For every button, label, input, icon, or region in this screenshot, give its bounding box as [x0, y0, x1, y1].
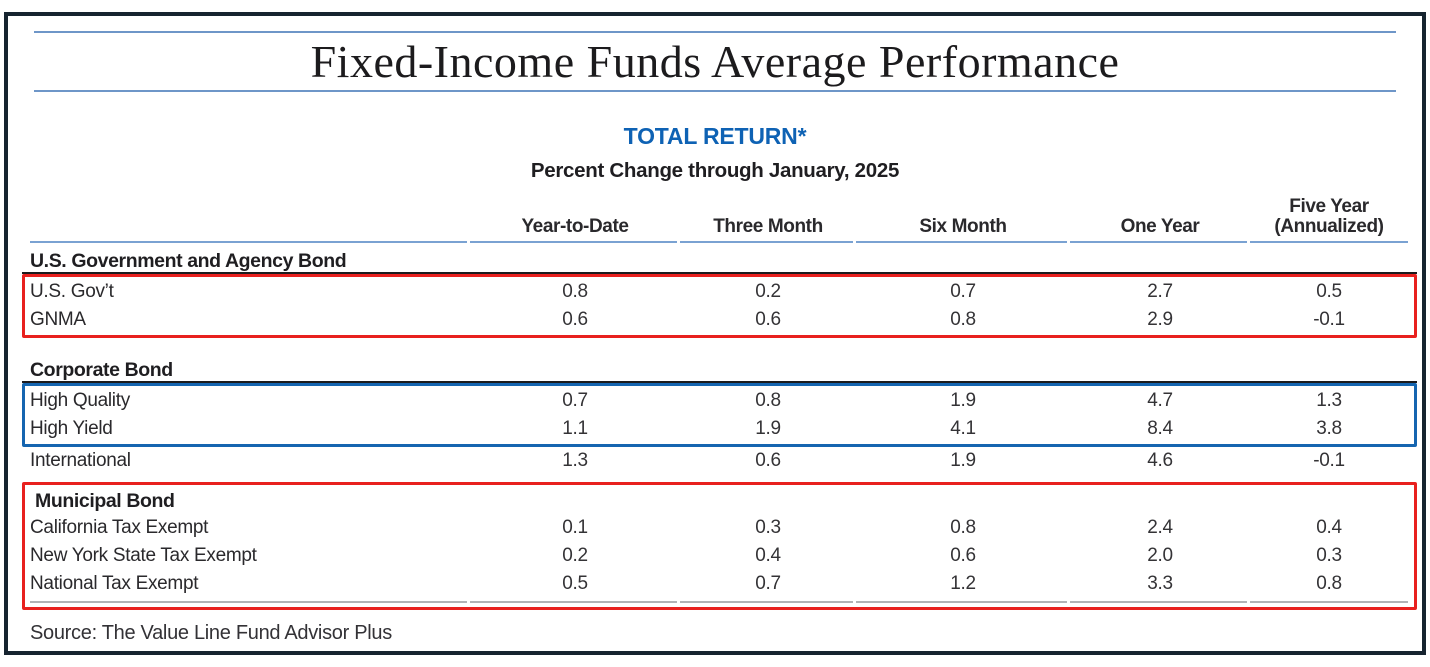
- value-year-to-date: 0.7: [562, 390, 588, 411]
- value-five-year: -0.1: [1313, 309, 1345, 330]
- table-row: National Tax Exempt 0.5 0.7 1.2 3.3 0.8: [30, 570, 1409, 598]
- rule-segment: [1070, 601, 1250, 603]
- column-header-one-year: One Year: [1070, 187, 1250, 243]
- document-frame: Fixed-Income Funds Average Performance T…: [4, 12, 1426, 655]
- row-label: GNMA: [30, 309, 86, 330]
- title-rule-top: [34, 31, 1396, 33]
- value-six-month: 4.1: [950, 418, 976, 439]
- table-row: High Quality 0.7 0.8 1.9 4.7 1.3: [30, 387, 1409, 415]
- performance-table: Year-to-Date Three Month Six Month One Y…: [22, 187, 1417, 610]
- value-year-to-date: 1.1: [562, 418, 588, 439]
- value-one-year: 4.6: [1147, 450, 1173, 471]
- column-header-label: Six Month: [919, 216, 1007, 237]
- value-one-year: 3.3: [1147, 573, 1173, 594]
- title-rule-bottom: [34, 90, 1396, 92]
- value-five-year: 0.8: [1316, 573, 1342, 594]
- rule-segment: [680, 601, 856, 603]
- column-header-label: One Year: [1120, 216, 1200, 237]
- value-one-year: 2.0: [1147, 545, 1173, 566]
- value-six-month: 1.9: [950, 390, 976, 411]
- value-three-month: 0.2: [755, 281, 781, 302]
- value-five-year: -0.1: [1313, 450, 1345, 471]
- section-spacer: [22, 338, 1417, 352]
- value-year-to-date: 0.8: [562, 281, 588, 302]
- red-highlight-box-municipal: Municipal Bond California Tax Exempt 0.1…: [22, 482, 1417, 610]
- municipal-bottom-rule: [30, 601, 1409, 603]
- column-header-label: Three Month: [713, 216, 823, 237]
- column-header-label: Year-to-Date: [521, 216, 629, 237]
- value-three-month: 0.3: [755, 517, 781, 538]
- value-three-month: 0.7: [755, 573, 781, 594]
- value-one-year: 2.9: [1147, 309, 1173, 330]
- value-one-year: 8.4: [1147, 418, 1173, 439]
- row-label: California Tax Exempt: [30, 517, 209, 538]
- rule-segment: [856, 601, 1070, 603]
- section-spacer: [22, 475, 1417, 482]
- value-six-month: 0.6: [950, 545, 976, 566]
- column-header-label: Five Year: [1289, 196, 1369, 217]
- value-six-month: 1.2: [950, 573, 976, 594]
- column-header-year-to-date: Year-to-Date: [470, 187, 680, 243]
- column-header-five-year: Five Year (Annualized): [1250, 187, 1408, 243]
- row-label: New York State Tax Exempt: [30, 545, 257, 566]
- value-year-to-date: 0.1: [562, 517, 588, 538]
- table-row: International 1.3 0.6 1.9 4.6 -0.1: [22, 447, 1417, 475]
- value-one-year: 4.7: [1147, 390, 1173, 411]
- value-three-month: 0.8: [755, 390, 781, 411]
- value-five-year: 0.4: [1316, 517, 1342, 538]
- row-label: National Tax Exempt: [30, 573, 199, 594]
- column-header-row: Year-to-Date Three Month Six Month One Y…: [22, 187, 1417, 243]
- row-label: High Quality: [30, 390, 130, 411]
- value-year-to-date: 0.2: [562, 545, 588, 566]
- row-label: High Yield: [30, 418, 113, 439]
- value-five-year: 0.5: [1316, 281, 1342, 302]
- column-header-label-line2: (Annualized): [1274, 216, 1384, 237]
- column-header-six-month: Six Month: [856, 187, 1070, 243]
- value-three-month: 0.6: [755, 309, 781, 330]
- rule-segment: [470, 601, 680, 603]
- row-label: International: [30, 450, 131, 471]
- value-three-month: 0.4: [755, 545, 781, 566]
- table-row: High Yield 1.1 1.9 4.1 8.4 3.8: [30, 415, 1409, 443]
- rule-segment: [1250, 601, 1408, 603]
- value-year-to-date: 1.3: [562, 450, 588, 471]
- table-row: California Tax Exempt 0.1 0.3 0.8 2.4 0.…: [30, 514, 1409, 542]
- section-header-municipal: Municipal Bond: [35, 490, 175, 512]
- value-six-month: 0.7: [950, 281, 976, 302]
- section-header-corporate: Corporate Bond: [22, 359, 1417, 383]
- column-header-spacer: [30, 187, 470, 243]
- table-row: U.S. Gov’t 0.8 0.2 0.7 2.7 0.5: [30, 278, 1409, 306]
- blue-highlight-box-corporate: High Quality 0.7 0.8 1.9 4.7 1.3 High Yi…: [22, 383, 1417, 447]
- page-title: Fixed-Income Funds Average Performance: [310, 36, 1120, 87]
- value-year-to-date: 0.5: [562, 573, 588, 594]
- value-five-year: 0.3: [1316, 545, 1342, 566]
- table-heading-period: Percent Change through January, 2025: [530, 159, 900, 182]
- red-highlight-box-government: U.S. Gov’t 0.8 0.2 0.7 2.7 0.5 GNMA 0.6 …: [22, 274, 1417, 338]
- source-attribution: Source: The Value Line Fund Advisor Plus: [30, 622, 392, 644]
- value-one-year: 2.4: [1147, 517, 1173, 538]
- value-six-month: 0.8: [950, 517, 976, 538]
- value-one-year: 2.7: [1147, 281, 1173, 302]
- table-row: GNMA 0.6 0.6 0.8 2.9 -0.1: [30, 306, 1409, 334]
- table-heading-total-return: TOTAL RETURN*: [623, 123, 807, 149]
- value-three-month: 1.9: [755, 418, 781, 439]
- column-header-three-month: Three Month: [680, 187, 856, 243]
- table-row: New York State Tax Exempt 0.2 0.4 0.6 2.…: [30, 542, 1409, 570]
- value-six-month: 1.9: [950, 450, 976, 471]
- value-six-month: 0.8: [950, 309, 976, 330]
- value-five-year: 1.3: [1316, 390, 1342, 411]
- rule-segment: [30, 601, 470, 603]
- value-five-year: 3.8: [1316, 418, 1342, 439]
- value-year-to-date: 0.6: [562, 309, 588, 330]
- section-header-us-government: U.S. Government and Agency Bond: [22, 250, 1417, 274]
- value-three-month: 0.6: [755, 450, 781, 471]
- row-label: U.S. Gov’t: [30, 281, 114, 302]
